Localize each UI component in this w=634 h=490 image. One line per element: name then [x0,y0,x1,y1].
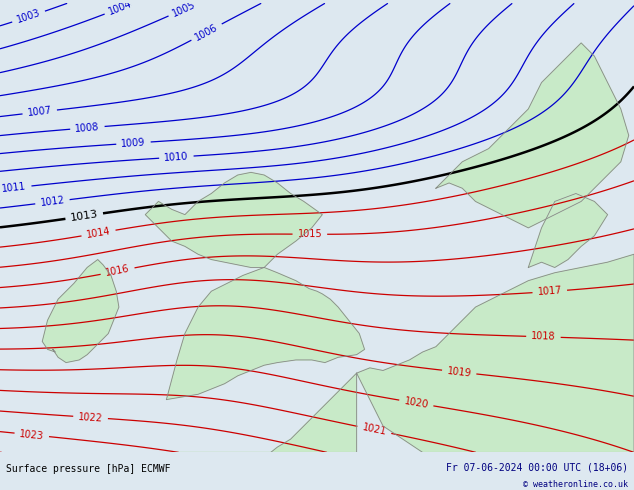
Text: Fr 07-06-2024 00:00 UTC (18+06): Fr 07-06-2024 00:00 UTC (18+06) [446,463,628,473]
Text: 1008: 1008 [75,122,100,134]
Text: © weatheronline.co.uk: © weatheronline.co.uk [522,480,628,490]
Text: 1018: 1018 [531,331,556,342]
Text: 1022: 1022 [78,412,103,423]
Text: 1006: 1006 [193,22,220,42]
Text: 1014: 1014 [86,226,112,240]
Text: 1012: 1012 [39,195,65,208]
Polygon shape [145,172,322,268]
Polygon shape [166,268,365,399]
Polygon shape [356,254,634,452]
Text: 1004: 1004 [108,0,134,17]
Text: 1019: 1019 [446,366,472,378]
Text: 1005: 1005 [171,0,198,19]
Text: Surface pressure [hPa] ECMWF: Surface pressure [hPa] ECMWF [6,465,171,474]
Text: 1021: 1021 [361,422,387,437]
Text: 1010: 1010 [164,151,189,163]
Polygon shape [172,373,356,466]
Text: 1020: 1020 [403,396,429,410]
Text: 1017: 1017 [537,286,562,297]
Polygon shape [42,260,119,363]
Text: 1013: 1013 [70,209,99,223]
Text: 1003: 1003 [15,8,42,25]
Polygon shape [436,43,629,228]
Text: 1015: 1015 [297,229,322,239]
Polygon shape [528,194,607,268]
Text: 1011: 1011 [1,181,27,194]
Text: 1009: 1009 [121,137,146,149]
Text: 1016: 1016 [105,264,131,278]
Text: 1023: 1023 [19,429,44,441]
Text: 1007: 1007 [27,105,53,119]
